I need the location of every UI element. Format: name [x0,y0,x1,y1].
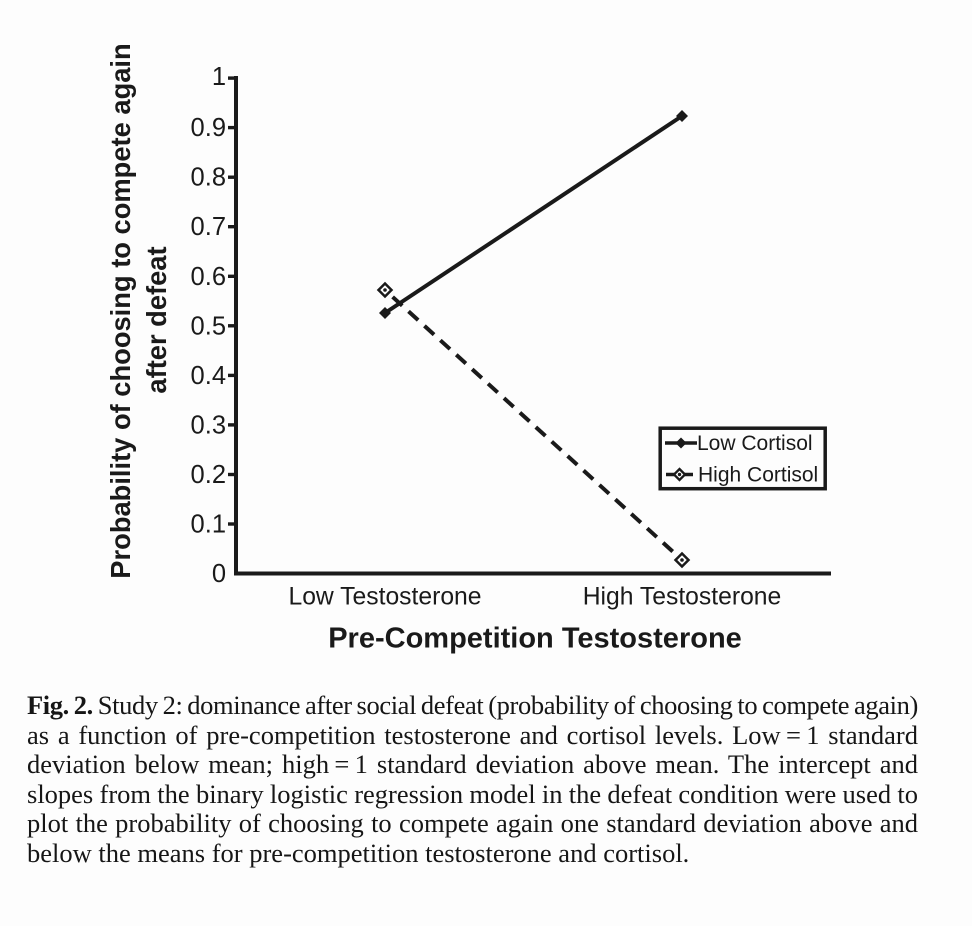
svg-text:0.9: 0.9 [191,114,226,142]
svg-text:0.8: 0.8 [191,164,226,192]
svg-text:High Testosterone: High Testosterone [583,584,782,611]
svg-text:1: 1 [212,63,226,91]
svg-text:0.5: 0.5 [191,312,226,340]
svg-text:0.4: 0.4 [191,362,226,390]
svg-text:after defeat: after defeat [141,246,172,393]
svg-text:Low Cortisol: Low Cortisol [697,432,813,455]
svg-text:0.2: 0.2 [191,461,226,489]
svg-text:Probability of choosing to com: Probability of choosing to compete again [105,43,136,578]
svg-text:0.3: 0.3 [191,411,226,439]
svg-text:High Cortisol: High Cortisol [698,464,818,487]
svg-text:0.6: 0.6 [191,263,226,291]
svg-text:0.1: 0.1 [191,511,226,539]
svg-text:Low Testosterone: Low Testosterone [288,584,481,611]
svg-text:Pre-Competition Testosterone: Pre-Competition Testosterone [328,623,742,655]
svg-text:0.7: 0.7 [191,213,226,241]
svg-text:0: 0 [212,560,226,588]
